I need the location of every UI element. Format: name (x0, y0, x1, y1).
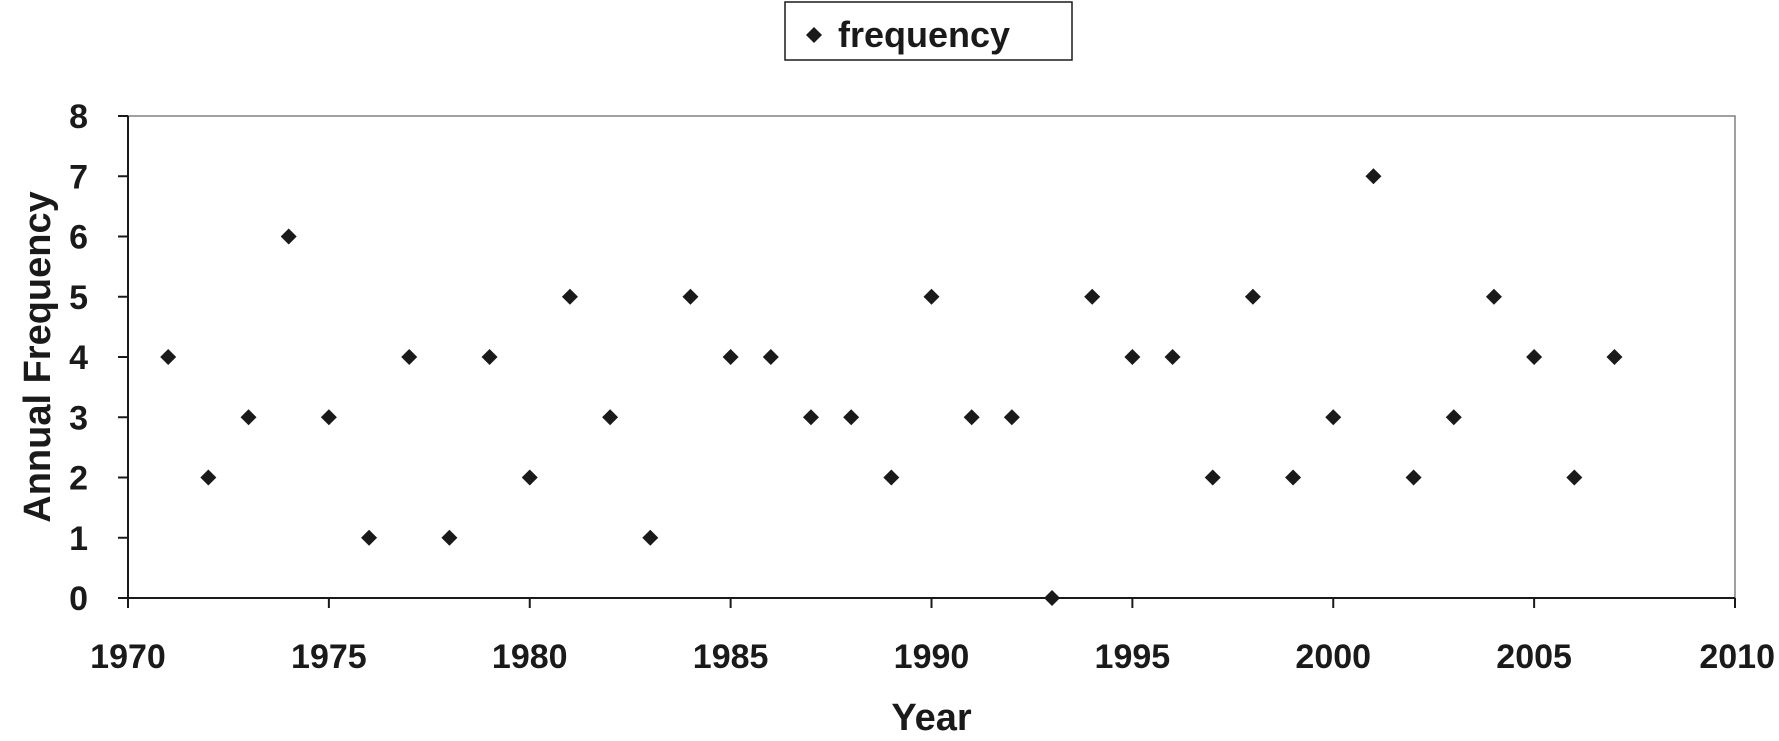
x-tick-label: 1990 (894, 638, 970, 676)
y-tick-label: 7 (69, 158, 88, 196)
data-point (240, 409, 257, 426)
x-axis-title: Year (891, 697, 972, 739)
data-point (200, 469, 217, 486)
y-axis: 0 1 2 3 4 5 6 7 8 (69, 98, 128, 618)
data-point (1485, 288, 1502, 305)
data-point (280, 228, 297, 245)
data-point (642, 529, 659, 546)
data-point (682, 288, 699, 305)
legend: frequency (784, 1, 1073, 61)
x-tick-label: 2000 (1295, 638, 1371, 676)
data-point (1365, 168, 1382, 185)
y-tick-label: 0 (69, 580, 88, 618)
y-tick-label: 4 (69, 339, 88, 377)
data-point (602, 409, 619, 426)
x-tick-label: 2010 (1699, 638, 1775, 676)
data-point (1084, 288, 1101, 305)
data-point (160, 349, 177, 365)
data-point (1164, 349, 1181, 365)
data-point (722, 349, 739, 365)
data-point (1445, 409, 1462, 426)
data-point (802, 409, 819, 426)
data-point (1244, 288, 1261, 305)
data-point (1044, 590, 1061, 606)
data-point (561, 288, 578, 305)
data-point (1405, 469, 1422, 486)
data-point (441, 529, 458, 546)
x-tick-label: 1970 (90, 638, 166, 676)
legend-box (784, 1, 1073, 61)
data-point (1606, 349, 1623, 365)
data-point (521, 469, 538, 486)
legend-marker (806, 27, 822, 43)
x-tick-label: 1980 (492, 638, 568, 676)
x-tick-label: 1985 (693, 638, 769, 676)
data-point (1325, 409, 1342, 426)
plot-area (127, 115, 1736, 599)
y-tick-label: 1 (69, 520, 88, 558)
data-point (883, 469, 900, 486)
y-tick-label: 8 (69, 98, 88, 136)
data-point (843, 409, 860, 426)
data-point (401, 349, 418, 365)
data-point (1003, 409, 1020, 426)
data-points (160, 168, 1623, 606)
plot-border (127, 115, 1736, 599)
y-axis-title: Annual Frequency (17, 191, 59, 523)
legend-label: frequency (838, 14, 1010, 55)
data-point (1204, 469, 1221, 486)
data-point (1566, 469, 1583, 486)
data-point (320, 409, 337, 426)
y-tick-label: 5 (69, 279, 88, 317)
data-point (963, 409, 980, 426)
x-axis: 1970 1975 1980 1985 1990 1995 2000 2005 2010 (90, 598, 1775, 676)
data-point (923, 288, 940, 305)
data-point (1124, 349, 1141, 365)
y-tick-label: 2 (69, 460, 88, 498)
data-point (1526, 349, 1543, 365)
data-point (481, 349, 498, 365)
data-point (361, 529, 378, 546)
y-tick-label: 6 (69, 219, 88, 257)
x-tick-label: 1995 (1095, 638, 1171, 676)
x-tick-label: 2005 (1496, 638, 1572, 676)
x-tick-label: 1975 (291, 638, 367, 676)
data-point (762, 349, 779, 365)
y-tick-label: 3 (69, 399, 88, 437)
data-point (1285, 469, 1302, 486)
